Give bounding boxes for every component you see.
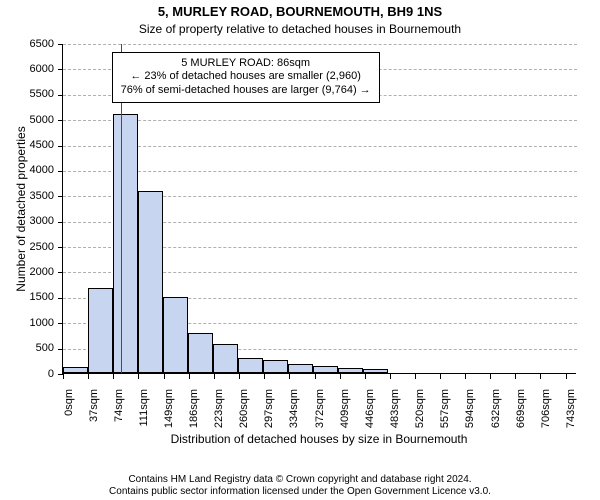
x-tick-label: 483sqm [389,389,401,439]
y-tick [58,272,63,273]
histogram-bar [363,369,388,373]
histogram-bar [138,191,163,373]
x-tick-label: 520sqm [414,389,426,439]
x-tick [289,374,290,379]
x-tick [315,374,316,379]
x-tick [415,374,416,379]
x-tick [189,374,190,379]
plot-area: 0500100015002000250030003500400045005000… [62,44,576,374]
x-tick [540,374,541,379]
x-tick-label: 111sqm [138,389,150,439]
x-tick [365,374,366,379]
x-tick [138,374,139,379]
x-tick-label: 372sqm [314,389,326,439]
x-tick [88,374,89,379]
annotation-line: 5 MURLEY ROAD: 86sqm [121,57,371,71]
y-tick-label: 5500 [18,88,54,100]
annotation-line: ← 23% of detached houses are smaller (2,… [121,70,371,84]
histogram-bar [113,114,138,373]
y-tick-label: 1500 [18,291,54,303]
gridline [63,120,577,121]
histogram-bar [88,288,113,373]
y-tick-label: 2500 [18,241,54,253]
x-tick [490,374,491,379]
gridline [63,44,577,45]
x-tick [113,374,114,379]
x-tick-label: 706sqm [540,389,552,439]
y-tick [58,44,63,45]
y-tick-label: 3000 [18,215,54,227]
x-tick-label: 149sqm [163,389,175,439]
annotation-line: 76% of semi-detached houses are larger (… [121,84,371,98]
y-tick [58,298,63,299]
y-tick-label: 0 [18,368,54,380]
x-tick [515,374,516,379]
gridline [63,146,577,147]
x-tick-label: 297sqm [263,389,275,439]
chart-title: 5, MURLEY ROAD, BOURNEMOUTH, BH9 1NS [0,4,600,19]
x-tick-label: 632sqm [490,389,502,439]
y-tick-label: 500 [18,342,54,354]
attribution-text: Contains HM Land Registry data © Crown c… [0,474,600,498]
y-tick [58,95,63,96]
histogram-bar [238,358,263,373]
chart-container: { "title_line1": "5, MURLEY ROAD, BOURNE… [0,0,600,500]
y-tick [58,196,63,197]
x-tick-label: 594sqm [464,389,476,439]
histogram-bar [313,366,338,373]
y-tick [58,120,63,121]
y-tick-label: 4500 [18,139,54,151]
attribution-line-1: Contains HM Land Registry data © Crown c… [0,474,600,486]
chart-subtitle: Size of property relative to detached ho… [0,22,600,36]
x-tick [390,374,391,379]
x-tick-label: 0sqm [63,389,75,439]
histogram-bar [63,367,88,373]
y-tick-label: 1000 [18,317,54,329]
histogram-bar [188,333,213,373]
x-tick-label: 37sqm [88,389,100,439]
y-tick [58,171,63,172]
histogram-bar [288,364,313,373]
x-tick-label: 409sqm [339,389,351,439]
x-tick-label: 557sqm [439,389,451,439]
x-tick-label: 743sqm [565,389,577,439]
histogram-bar [338,368,363,373]
y-tick [58,247,63,248]
histogram-bar [163,297,188,373]
gridline [63,171,577,172]
y-tick-label: 5000 [18,114,54,126]
y-tick [58,323,63,324]
y-tick [58,146,63,147]
x-tick [214,374,215,379]
x-tick [465,374,466,379]
x-tick-label: 669sqm [515,389,527,439]
x-tick [239,374,240,379]
annotation-box: 5 MURLEY ROAD: 86sqm← 23% of detached ho… [112,52,380,103]
x-tick-label: 74sqm [113,389,125,439]
y-tick-label: 6000 [18,63,54,75]
y-tick-label: 4000 [18,164,54,176]
y-tick-label: 3500 [18,190,54,202]
x-tick [264,374,265,379]
x-tick-label: 223sqm [213,389,225,439]
x-tick-label: 260sqm [238,389,250,439]
x-tick [566,374,567,379]
y-tick [58,69,63,70]
x-tick [164,374,165,379]
x-tick-label: 446sqm [364,389,376,439]
x-tick [440,374,441,379]
y-tick-label: 6500 [18,38,54,50]
histogram-bar [263,360,288,373]
x-tick-label: 334sqm [288,389,300,439]
y-tick [58,349,63,350]
y-tick [58,222,63,223]
x-tick [63,374,64,379]
y-tick-label: 2000 [18,266,54,278]
x-tick [340,374,341,379]
attribution-line-2: Contains public sector information licen… [0,486,600,498]
histogram-bar [213,344,238,373]
x-tick-label: 186sqm [188,389,200,439]
